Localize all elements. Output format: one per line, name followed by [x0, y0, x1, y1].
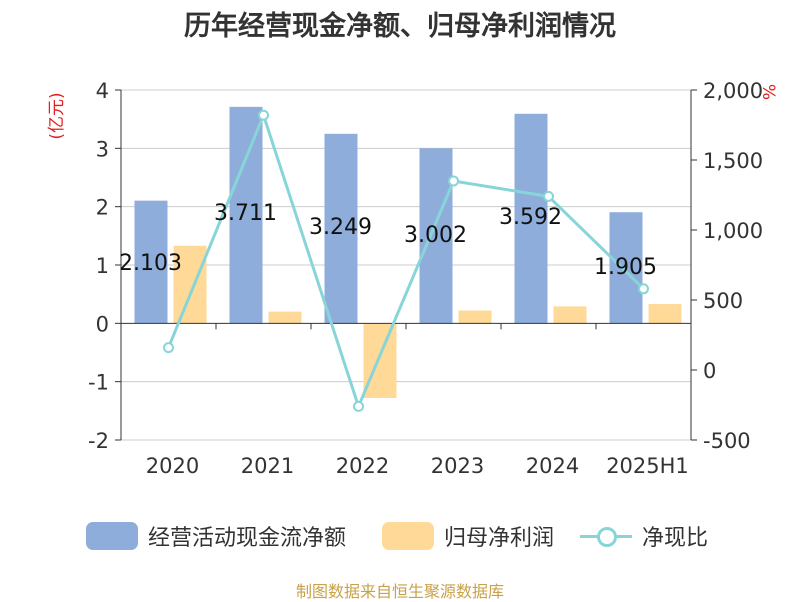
legend-item-net-profit[interactable]: 归母净利润: [382, 518, 554, 554]
bar-series: [134, 106, 682, 398]
y-right-tick-label: 1,000: [703, 219, 763, 243]
grid-lines: [121, 89, 691, 441]
bar-net-profit: [553, 306, 587, 324]
bar-net-profit: [648, 304, 682, 324]
bar-net-profit: [268, 311, 302, 324]
bar-cash-flow: [514, 113, 548, 324]
legend-label-net-profit: 归母净利润: [444, 526, 555, 551]
bar-cash-flow: [419, 148, 453, 324]
source-note: 制图数据来自恒生聚源数据库: [295, 582, 504, 601]
y-left-tick-label: 3: [96, 137, 109, 161]
line-cash-ratio: [167, 113, 645, 408]
y-right-tick-label: 1,500: [703, 149, 763, 173]
point-cash-ratio: [638, 283, 649, 295]
data-label-cash-flow: 3.249: [309, 215, 372, 240]
y-left-tick-label: 4: [96, 79, 109, 103]
bar-cash-flow: [324, 133, 358, 324]
bar-cash-flow: [609, 212, 643, 324]
data-label-cash-flow: 3.592: [499, 205, 562, 230]
y-right-tick-label: 2,000: [703, 79, 763, 103]
data-label-cash-flow: 2.103: [119, 251, 182, 276]
point-cash-ratio: [353, 400, 364, 412]
y-left-tick-label: 0: [96, 312, 109, 336]
point-cash-ratio: [163, 342, 174, 354]
x-tick-label: 2023: [431, 454, 484, 478]
axes: -2 -1 0 1 2 3 4 -500 0 500 1,000 1,500 2,000 2020 2021…: [47, 79, 778, 478]
x-tick-label: 2025H1: [606, 454, 689, 478]
x-tick-label: 2022: [336, 454, 389, 478]
legend-swatch-cash-flow: [86, 522, 138, 550]
bar-cash-flow: [229, 106, 263, 324]
line-series: [163, 109, 649, 412]
data-label-cash-flow: 3.002: [404, 223, 467, 248]
legend-item-cash-ratio[interactable]: 净现比: [580, 518, 708, 554]
legend-swatch-net-profit: [382, 522, 434, 550]
y-left-axis-label: (亿元): [47, 92, 67, 139]
y-left-tick-label: -2: [88, 429, 109, 453]
x-tick-label: 2020: [146, 454, 199, 478]
y-right-tick-label: 0: [703, 359, 716, 383]
point-cash-ratio: [448, 175, 459, 187]
legend-item-cash-flow[interactable]: 经营活动现金流净额: [86, 518, 346, 554]
x-tick-label: 2024: [526, 454, 579, 478]
point-cash-ratio: [258, 109, 269, 121]
data-label-cash-flow: 3.711: [214, 201, 277, 226]
point-cash-ratio: [543, 190, 554, 202]
bar-cash-flow: [134, 200, 168, 324]
data-labels: 2.103 3.711 3.249 3.002 3.592 1.905: [119, 201, 657, 280]
bar-net-profit: [173, 245, 207, 324]
data-label-cash-flow: 1.905: [594, 255, 657, 280]
x-tick-label: 2021: [241, 454, 294, 478]
y-left-tick-label: 1: [96, 254, 109, 278]
legend-swatch-cash-ratio: [580, 522, 632, 550]
bar-net-profit: [363, 323, 397, 398]
y-right-axis-label: %: [758, 84, 778, 100]
legend-label-cash-ratio: 净现比: [642, 526, 709, 551]
bar-net-profit: [458, 310, 492, 324]
y-right-tick-label: 500: [703, 289, 743, 313]
chart-title: 历年经营现金净额、归母净利润情况: [184, 11, 616, 42]
y-left-tick-label: -1: [88, 371, 109, 395]
legend-label-cash-flow: 经营活动现金流净额: [148, 526, 347, 551]
y-left-tick-label: 2: [96, 196, 109, 220]
y-right-tick-label: -500: [703, 429, 751, 453]
legend: 经营活动现金流净额 归母净利润 净现比: [0, 518, 800, 554]
